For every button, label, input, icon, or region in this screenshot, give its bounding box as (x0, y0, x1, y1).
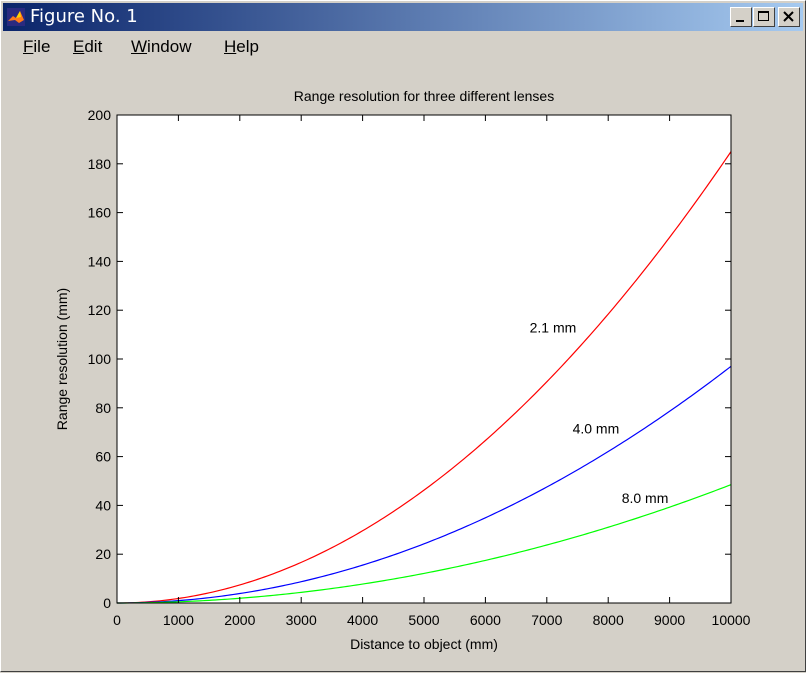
series-label-0: 2.1 mm (530, 319, 577, 335)
minimize-icon (736, 20, 744, 22)
x-tick-label-3: 3000 (286, 612, 317, 628)
tick-group: 0 1000 2000 3000 4000 5000 6000 7000 8000 9000 100… (88, 107, 751, 628)
x-tick-label-10: 10000 (712, 612, 751, 628)
y-tick-label-10: 200 (88, 107, 112, 123)
y-tick-label-5: 100 (88, 351, 112, 367)
window-title: Figure No. 1 (30, 6, 138, 27)
y-tick-label-4: 80 (95, 400, 111, 416)
x-tick-label-4: 4000 (347, 612, 378, 628)
series-label-2: 8.0 mm (622, 490, 669, 506)
title-bar[interactable]: Figure No. 1 (3, 3, 803, 31)
x-tick-label-8: 8000 (593, 612, 624, 628)
x-tick-label-2: 2000 (224, 612, 255, 628)
minimize-button[interactable] (730, 7, 752, 27)
annotation-group: 2.1 mm 4.0 mm 8.0 mm (530, 319, 669, 506)
close-icon (783, 11, 794, 22)
chart-title: Range resolution for three different len… (294, 88, 554, 104)
series-line-2 (117, 484, 732, 604)
x-tick-label-1: 1000 (163, 612, 194, 628)
y-tick-label-0: 0 (103, 595, 111, 611)
x-tick-label-5: 5000 (408, 612, 439, 628)
x-tick-label-6: 6000 (470, 612, 501, 628)
window-controls (729, 7, 800, 28)
x-tick-label-9: 9000 (654, 612, 685, 628)
y-tick-label-3: 60 (95, 449, 111, 465)
menu-bar: File Edit Window Help (3, 33, 803, 61)
menu-file[interactable]: File (23, 37, 51, 56)
close-button[interactable] (778, 7, 800, 27)
series-line-0 (116, 151, 732, 604)
x-tick-label-0: 0 (113, 612, 121, 628)
y-tick-label-8: 160 (88, 205, 112, 221)
menu-edit[interactable]: Edit (73, 37, 103, 56)
maximize-button[interactable] (753, 7, 775, 27)
series-group (116, 151, 732, 604)
series-label-1: 4.0 mm (573, 421, 620, 437)
maximize-icon (758, 11, 769, 21)
y-axis-label: Range resolution (mm) (54, 288, 70, 430)
x-axis-label: Distance to object (mm) (350, 636, 498, 652)
series-line-1 (116, 365, 732, 604)
y-tick-label-9: 180 (88, 156, 112, 172)
y-tick-label-2: 40 (95, 497, 111, 513)
menu-window[interactable]: Window (131, 37, 192, 56)
menu-help[interactable]: Help (224, 37, 259, 56)
y-tick-label-6: 120 (88, 302, 112, 318)
y-tick-label-7: 140 (88, 253, 112, 269)
x-tick-label-7: 7000 (531, 612, 562, 628)
y-tick-label-1: 20 (95, 546, 111, 562)
matlab-logo-icon (7, 8, 25, 26)
plot-area (117, 115, 731, 603)
